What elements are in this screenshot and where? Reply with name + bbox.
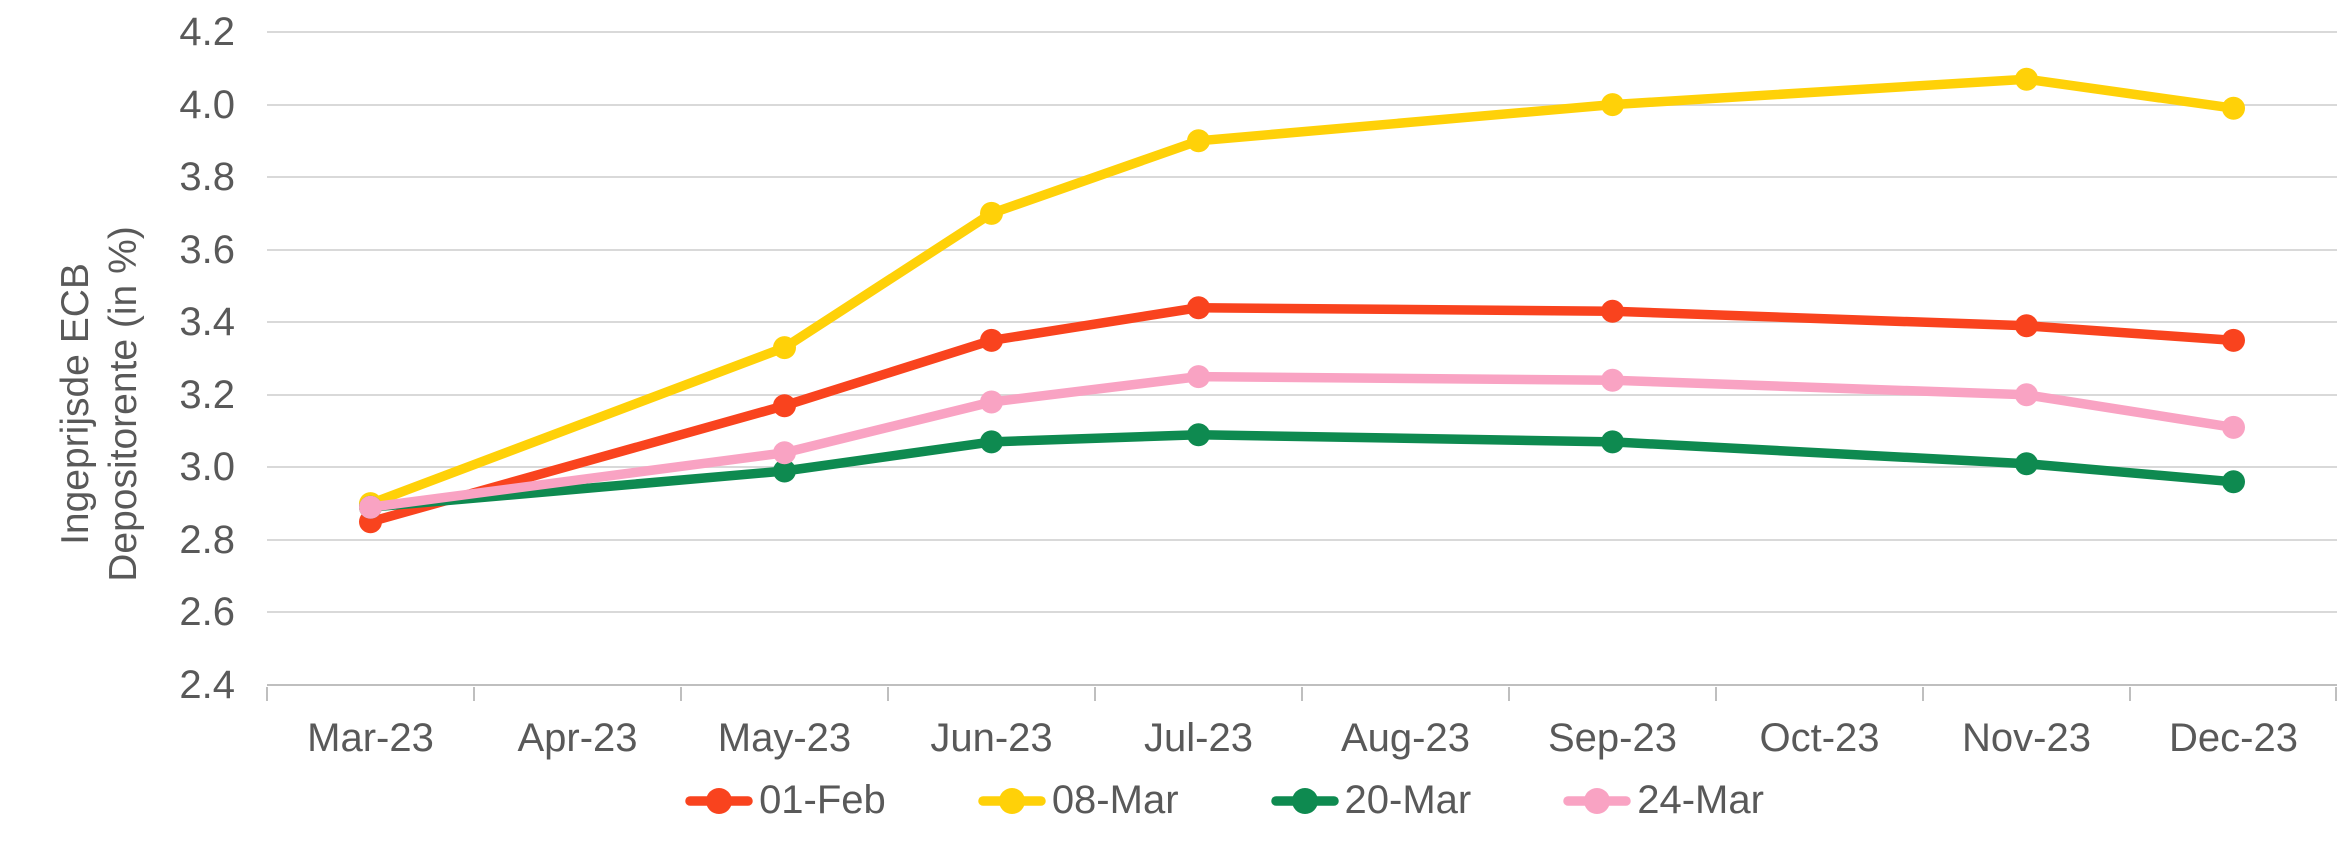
gridline bbox=[267, 248, 2337, 251]
x-tick-label: Jul-23 bbox=[1144, 716, 1253, 760]
y-tick-label: 4.2 bbox=[179, 10, 235, 54]
x-tick-label: Sep-23 bbox=[1548, 716, 1677, 760]
series-marker-20-mar-may-23 bbox=[773, 459, 796, 483]
gridline bbox=[267, 103, 2337, 106]
legend-item-20-mar: 20-Mar bbox=[1270, 778, 1472, 823]
gridline bbox=[267, 538, 2337, 541]
series-marker-08-mar-dec-23 bbox=[2222, 96, 2245, 120]
x-axis-line bbox=[267, 684, 2337, 686]
y-tick-label: 4.0 bbox=[179, 82, 235, 127]
x-tick-label: Mar-23 bbox=[307, 716, 434, 760]
series-marker-24-mar-sep-23 bbox=[1601, 368, 1624, 392]
series-marker-01-feb-sep-23 bbox=[1601, 299, 1624, 323]
y-tick-label: 2.8 bbox=[179, 517, 235, 562]
legend-label: 20-Mar bbox=[1344, 778, 1472, 822]
x-axis-tick bbox=[1094, 687, 1096, 701]
y-tick-label: 2.6 bbox=[179, 590, 235, 635]
series-marker-24-mar-dec-23 bbox=[2222, 415, 2245, 439]
series-marker-24-mar-may-23 bbox=[773, 441, 796, 465]
legend-item-24-mar: 24-Mar bbox=[1563, 778, 1764, 823]
series-marker-08-mar-sep-23 bbox=[1601, 93, 1624, 117]
legend-line-marker-icon bbox=[978, 787, 1046, 814]
legend-label: 01-Feb bbox=[759, 778, 886, 822]
series-marker-24-mar-jun-23 bbox=[980, 390, 1003, 414]
legend-line-marker-icon bbox=[1563, 787, 1631, 814]
x-tick-label: Jun-23 bbox=[930, 716, 1053, 760]
x-axis-tick bbox=[1301, 687, 1303, 701]
legend-label: 24-Mar bbox=[1637, 778, 1764, 822]
x-tick-label: Apr-23 bbox=[517, 716, 638, 760]
x-axis-tick bbox=[473, 687, 475, 701]
series-marker-08-mar-may-23 bbox=[773, 336, 796, 360]
y-tick-label: 3.8 bbox=[179, 155, 235, 200]
series-marker-20-mar-jun-23 bbox=[980, 430, 1003, 454]
y-tick-label: 3.6 bbox=[179, 227, 235, 272]
x-tick-label: Aug-23 bbox=[1341, 716, 1470, 760]
y-tick-label: 2.4 bbox=[179, 663, 235, 707]
x-tick-label: Nov-23 bbox=[1962, 716, 2091, 760]
series-marker-20-mar-nov-23 bbox=[2015, 452, 2038, 476]
legend-line-marker-icon bbox=[685, 787, 753, 814]
series-marker-08-mar-jul-23 bbox=[1187, 129, 1210, 153]
x-tick-label: Oct-23 bbox=[1759, 716, 1880, 760]
series-marker-01-feb-dec-23 bbox=[2222, 328, 2245, 352]
x-tick-label: May-23 bbox=[717, 716, 852, 760]
y-tick-label: 3.4 bbox=[179, 300, 235, 345]
series-marker-24-mar-nov-23 bbox=[2015, 383, 2038, 407]
x-axis-tick bbox=[2335, 687, 2337, 701]
series-line-01-feb bbox=[365, 302, 2239, 527]
legend-item-08-mar: 08-Mar bbox=[978, 778, 1179, 823]
series-marker-01-feb-nov-23 bbox=[2015, 314, 2038, 338]
series-marker-20-mar-dec-23 bbox=[2222, 470, 2245, 494]
series-marker-20-mar-jul-23 bbox=[1187, 423, 1210, 447]
gridline bbox=[267, 466, 2337, 469]
x-axis-tick bbox=[266, 687, 268, 701]
series-marker-24-mar-mar-23 bbox=[359, 495, 382, 519]
y-tick-label: 3.0 bbox=[179, 445, 235, 490]
series-marker-24-mar-jul-23 bbox=[1187, 365, 1210, 389]
x-axis-tick bbox=[1715, 687, 1717, 701]
x-axis-tick bbox=[1508, 687, 1510, 701]
legend-line-marker-icon bbox=[1270, 787, 1339, 814]
x-axis-tick bbox=[680, 687, 682, 701]
x-tick-label: Dec-23 bbox=[2169, 716, 2298, 760]
series-marker-08-mar-jun-23 bbox=[980, 201, 1003, 225]
gridline bbox=[267, 176, 2337, 179]
x-axis-tick bbox=[2129, 687, 2131, 701]
legend-item-01-feb: 01-Feb bbox=[685, 778, 886, 823]
legend: 01-Feb 08-Mar 20-Mar 24-Mar bbox=[56, 778, 2337, 823]
x-axis-tick bbox=[1922, 687, 1924, 701]
series-marker-08-mar-nov-23 bbox=[2015, 67, 2038, 91]
series-marker-01-feb-jun-23 bbox=[980, 328, 1003, 352]
series-marker-01-feb-may-23 bbox=[773, 394, 796, 418]
series-marker-01-feb-jul-23 bbox=[1187, 296, 1210, 320]
series-marker-20-mar-sep-23 bbox=[1601, 430, 1624, 454]
legend-label: 08-Mar bbox=[1051, 778, 1179, 822]
x-axis-tick bbox=[887, 687, 889, 701]
gridline bbox=[267, 611, 2337, 614]
gridline bbox=[267, 321, 2337, 324]
y-tick-label: 3.2 bbox=[179, 372, 235, 417]
gridline bbox=[267, 393, 2337, 396]
gridline bbox=[267, 31, 2337, 33]
